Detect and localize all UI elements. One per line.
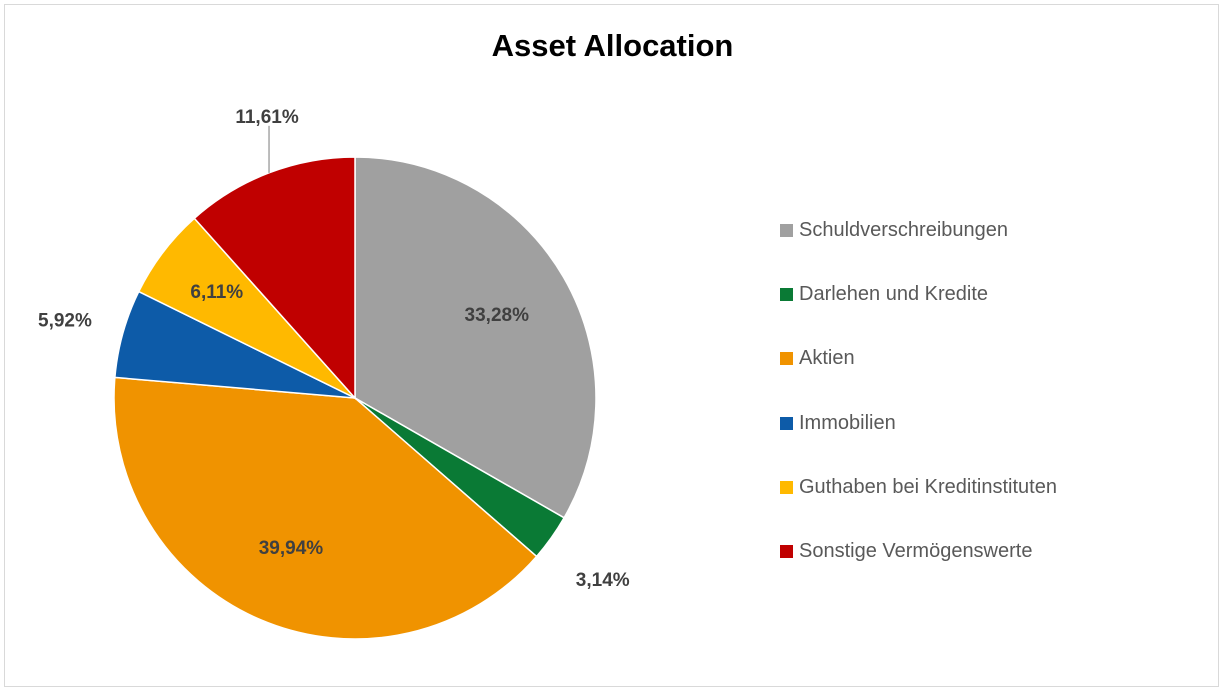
legend-item: Immobilien [780, 407, 1057, 439]
chart-title: Asset Allocation [491, 28, 734, 63]
legend-label: Aktien [799, 347, 855, 370]
data-label: 39,94% [259, 538, 324, 559]
legend-item: Sonstige Vermögenswerte [780, 536, 1057, 568]
legend-swatch [780, 416, 793, 430]
legend-label: Sonstige Vermögenswerte [799, 540, 1033, 563]
legend-swatch [780, 287, 793, 301]
legend-swatch [780, 352, 793, 366]
legend-item: Aktien [780, 343, 1057, 375]
legend-label: Darlehen und Kredite [799, 282, 989, 305]
legend-item: Guthaben bei Kreditinstituten [780, 472, 1057, 504]
data-label: 5,92% [38, 311, 92, 332]
legend-label: Guthaben bei Kreditinstituten [799, 476, 1057, 499]
pie-slice-schuldverschreibungen [354, 156, 597, 519]
legend: Schuldverschreibungen Darlehen und Kredit… [780, 214, 1057, 600]
data-label: 3,14% [576, 570, 630, 591]
legend-item: Schuldverschreibungen [780, 214, 1057, 246]
legend-label: Immobilien [799, 411, 896, 434]
legend-item: Darlehen und Kredite [780, 278, 1057, 310]
pie-slices [113, 156, 597, 640]
data-labels: 33,28% 3,14% 39,94% 5,92% 6,11% 11,61% [38, 107, 630, 591]
data-label: 11,61% [235, 107, 298, 128]
data-label: 6,11% [190, 282, 243, 303]
legend-swatch [780, 481, 793, 495]
pie-slice-aktien [113, 376, 538, 640]
legend-label: Schuldverschreibungen [799, 218, 1009, 241]
legend-swatch [780, 223, 793, 237]
legend-swatch [780, 545, 793, 559]
data-label: 33,28% [465, 305, 530, 326]
